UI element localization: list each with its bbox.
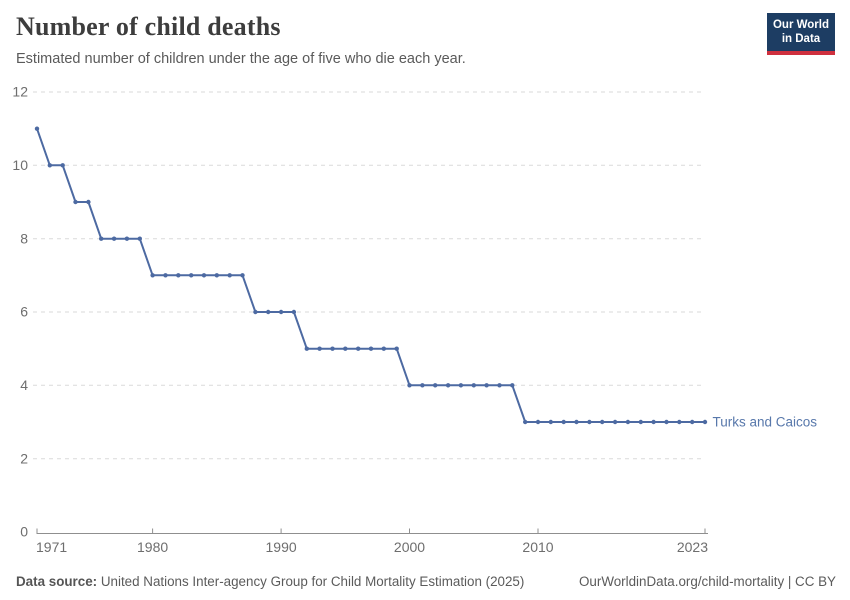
data-point xyxy=(124,236,130,241)
data-point xyxy=(47,163,52,168)
data-point xyxy=(677,419,682,425)
data-point xyxy=(471,383,476,388)
data-point xyxy=(574,419,579,425)
data-point xyxy=(407,383,412,388)
data-point xyxy=(651,419,656,425)
owid-logo-line1: Our World xyxy=(772,19,829,31)
data-point xyxy=(548,419,553,425)
data-point xyxy=(240,273,245,278)
data-point xyxy=(600,419,605,425)
chart-footer: Data source: United Nations Inter-agency… xyxy=(16,574,836,589)
y-tick-label: 8 xyxy=(20,230,28,246)
data-point xyxy=(330,346,335,351)
data-point xyxy=(189,273,194,278)
data-source-label: Data source: xyxy=(16,574,98,589)
data-point xyxy=(163,273,168,278)
data-point xyxy=(111,236,117,241)
y-tick-label: 12 xyxy=(12,84,28,100)
data-point xyxy=(176,273,181,278)
y-tick-label: 2 xyxy=(20,450,28,466)
data-point xyxy=(497,383,502,388)
data-point xyxy=(266,309,271,315)
data-point xyxy=(561,419,566,425)
owid-logo-red-bar xyxy=(767,50,835,55)
data-point xyxy=(368,346,374,351)
data-point xyxy=(612,419,618,425)
data-source-text: United Nations Inter-agency Group for Ch… xyxy=(100,574,525,589)
data-point xyxy=(214,273,219,278)
data-point xyxy=(702,419,708,425)
data-point xyxy=(304,346,309,351)
data-point xyxy=(291,309,297,315)
data-point xyxy=(394,346,399,351)
y-tick-label: 10 xyxy=(12,157,28,173)
owid-logo[interactable]: Our World in Data xyxy=(767,13,835,55)
data-point xyxy=(484,383,489,388)
data-point xyxy=(343,346,348,351)
y-tick-label: 4 xyxy=(20,377,28,393)
data-point xyxy=(60,163,65,168)
data-point xyxy=(99,236,104,241)
data-point xyxy=(317,346,322,351)
data-point xyxy=(278,309,284,315)
data-point xyxy=(433,383,438,388)
page-title: Number of child deaths xyxy=(16,12,281,41)
data-point xyxy=(381,346,386,351)
data-point xyxy=(510,383,515,388)
data-point xyxy=(587,419,592,425)
data-point xyxy=(535,419,541,425)
chart-header: Number of child deaths Estimated number … xyxy=(16,12,750,67)
x-tick-label: 2000 xyxy=(394,539,425,555)
data-point xyxy=(625,419,631,425)
chart-subtitle: Estimated number of children under the a… xyxy=(16,51,466,67)
x-tick-label: 1980 xyxy=(137,539,168,555)
data-point xyxy=(445,383,451,388)
data-point xyxy=(356,346,361,351)
series-label-turks-and-caicos[interactable]: Turks and Caicos xyxy=(713,415,818,430)
data-point xyxy=(420,383,425,388)
data-point xyxy=(253,309,258,315)
data-source-note: Data source: United Nations Inter-agency… xyxy=(16,574,524,589)
data-point xyxy=(150,273,155,278)
data-point xyxy=(638,419,643,425)
data-point xyxy=(523,419,528,425)
data-point xyxy=(458,383,464,388)
owid-logo-line2: in Data xyxy=(781,33,821,46)
owid-logo-text: Our World in Data xyxy=(767,13,835,51)
data-point xyxy=(73,199,78,205)
data-point xyxy=(227,273,232,278)
data-point xyxy=(86,199,91,205)
x-tick-label: 1990 xyxy=(266,539,297,555)
x-tick-label: 2010 xyxy=(522,539,553,555)
data-point xyxy=(34,126,40,131)
data-point xyxy=(690,419,695,425)
data-point xyxy=(137,236,142,241)
y-tick-label: 6 xyxy=(20,304,28,320)
y-tick-label: 0 xyxy=(20,524,28,540)
data-point xyxy=(664,419,669,425)
x-tick-label: 1971 xyxy=(36,539,67,555)
attribution-link[interactable]: OurWorldinData.org/child-mortality | CC … xyxy=(579,574,836,589)
x-tick-label: 2023 xyxy=(677,539,708,555)
series-line[interactable] xyxy=(36,127,706,423)
data-point xyxy=(201,273,207,278)
